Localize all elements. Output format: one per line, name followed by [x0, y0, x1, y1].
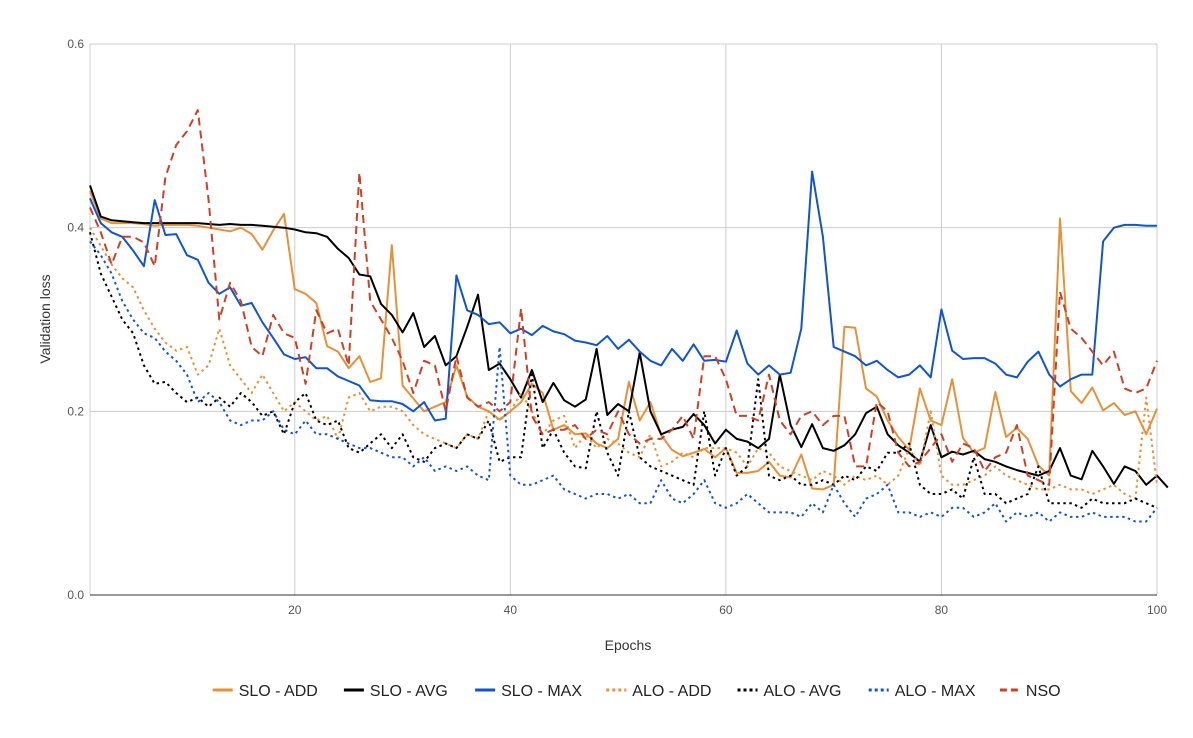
legend-label-nso: NSO	[1026, 683, 1061, 700]
legend-label-slo-avg: SLO - AVG	[370, 683, 448, 700]
x-tick-label: 80	[935, 603, 949, 617]
series-line-alo-max	[89, 240, 1158, 523]
y-tick-label: 0.0	[67, 588, 84, 602]
x-axis-title: Epochs	[605, 637, 652, 653]
y-tick-label: 0.6	[67, 37, 84, 51]
series-line-slo-add	[89, 190, 1158, 491]
series-line-slo-avg	[89, 185, 1169, 489]
x-axis-ticks: 20 40 60 80 100	[288, 603, 1167, 617]
series-line-alo-add	[89, 227, 1158, 500]
series-lines	[89, 109, 1169, 523]
legend-label-slo-add: SLO - ADD	[239, 683, 318, 700]
y-tick-label: 0.2	[67, 404, 84, 418]
grid-lines	[89, 43, 1158, 595]
x-tick-label: 60	[719, 603, 733, 617]
y-tick-label: 0.4	[67, 221, 84, 235]
y-axis-ticks: 0.0 0.2 0.4 0.6	[67, 37, 84, 602]
series-line-alo-avg	[89, 232, 1158, 509]
legend-label-alo-max: ALO - MAX	[895, 683, 976, 700]
x-tick-label: 40	[504, 603, 518, 617]
legend: SLO - ADD SLO - AVG SLO - MAX ALO - ADD ALO …	[212, 683, 1061, 700]
x-tick-label: 100	[1147, 603, 1167, 617]
legend-label-slo-max: SLO - MAX	[501, 683, 582, 700]
legend-label-alo-add: ALO - ADD	[632, 683, 711, 700]
series-line-slo-max	[89, 170, 1157, 422]
y-axis-title: Validation loss	[37, 274, 53, 363]
series-line-nso	[89, 109, 1158, 486]
x-tick-label: 20	[288, 603, 302, 617]
legend-label-alo-avg: ALO - AVG	[764, 683, 842, 700]
